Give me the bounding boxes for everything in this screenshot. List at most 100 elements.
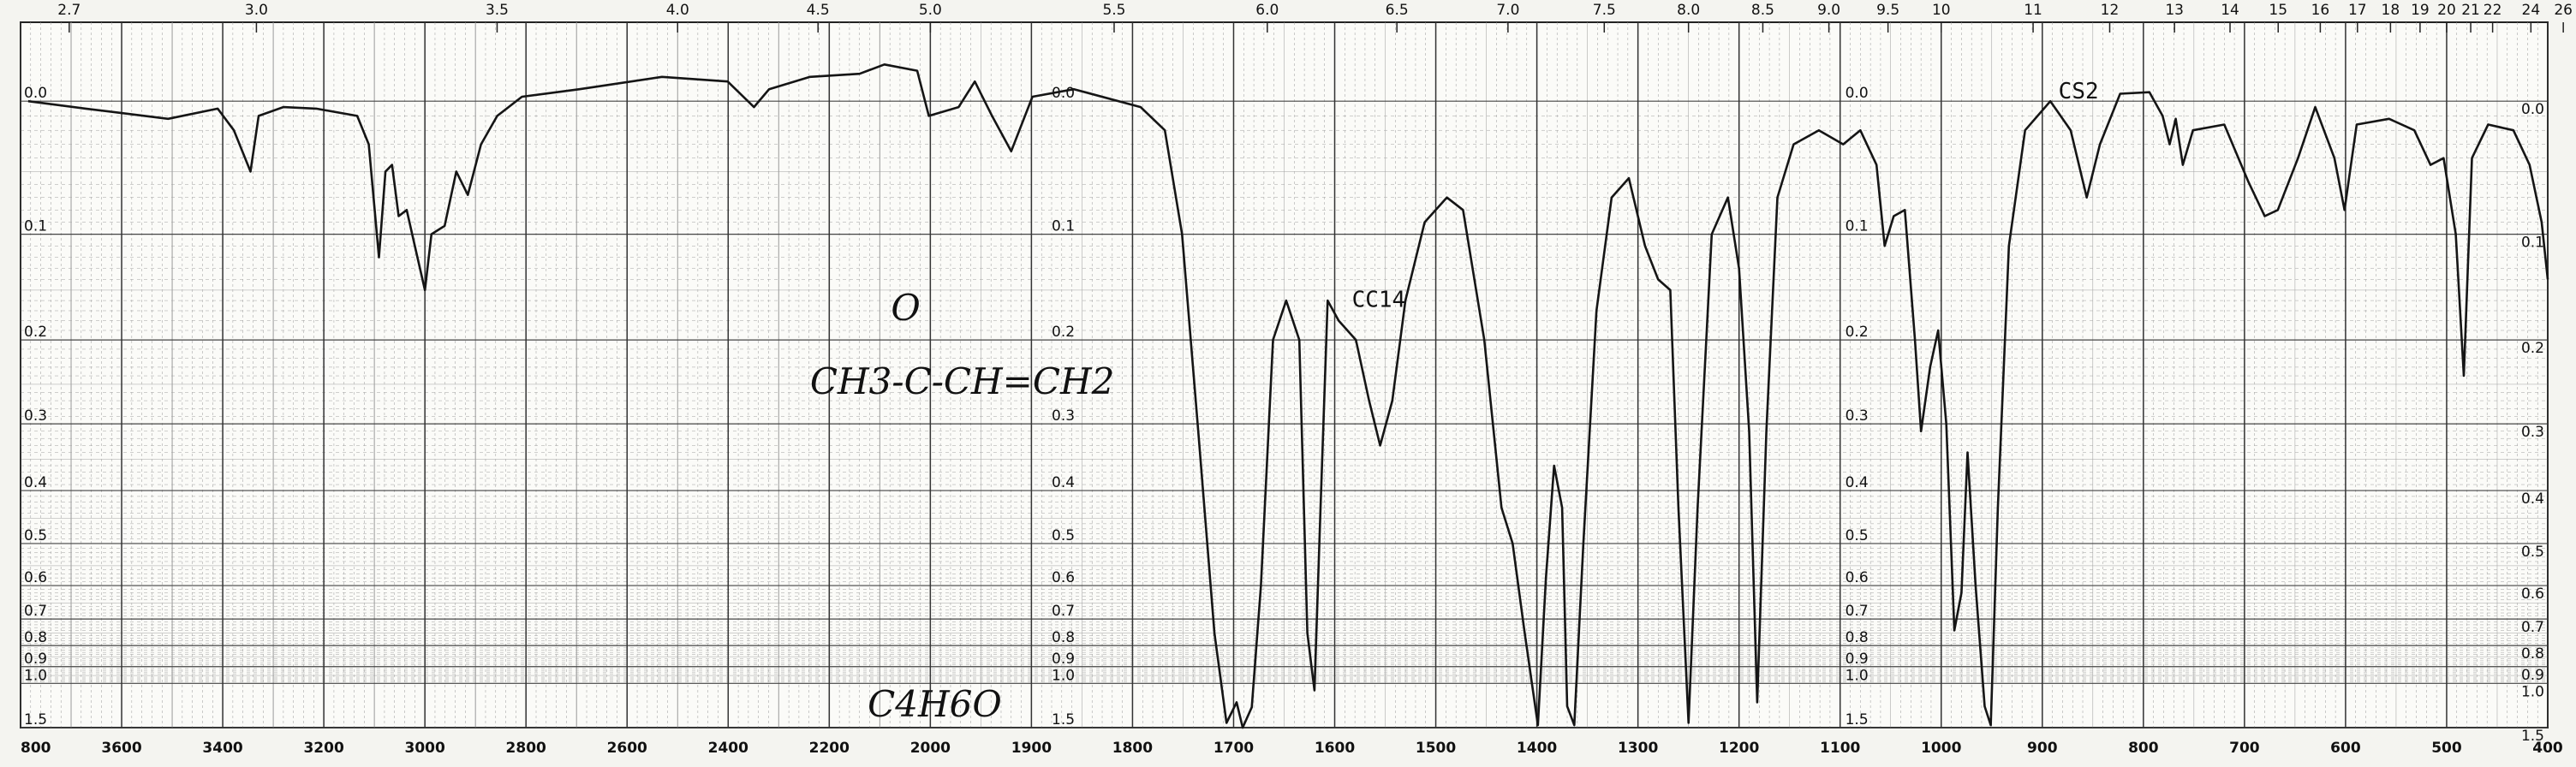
y-tick-label: 0.3: [1846, 407, 1869, 425]
x-tick-label: 600: [2330, 740, 2361, 757]
spectrum-line: [27, 63, 2549, 729]
x2-tick-label: 8.5: [1751, 2, 1774, 19]
y-tick-label: 0.8: [2521, 645, 2544, 663]
y-tick-label: 1.5: [1052, 711, 1075, 728]
x2-tick-label: 15: [2269, 2, 2287, 19]
y-tick-label: 0.8: [1846, 629, 1869, 646]
x-tick-label: 2600: [607, 740, 647, 757]
y-tick-label: 0.4: [1052, 474, 1075, 491]
y-tick-label: 0.2: [2521, 340, 2544, 357]
y-tick-label: 0.2: [1052, 324, 1075, 341]
x-tick-label: 1800: [1112, 740, 1153, 757]
y-tick-label: 0.9: [1052, 651, 1075, 668]
x-tick-label: 900: [2027, 740, 2058, 757]
x-tick-label: 1300: [1618, 740, 1658, 757]
x2-tick-label: 6.5: [1386, 2, 1409, 19]
annotation: O: [891, 287, 920, 329]
annotation: C4H6O: [868, 683, 1002, 725]
x-tick-label: 800: [21, 740, 51, 757]
y-tick-label: 0.9: [1846, 651, 1869, 668]
annotation: CS2: [2059, 79, 2099, 104]
y-tick-label: 0.3: [2521, 424, 2544, 441]
x2-tick-label: 14: [2221, 2, 2239, 19]
y-tick-label: 0.0: [2521, 101, 2544, 118]
y-tick-label: 0.4: [2521, 491, 2544, 508]
y-tick-label: 0.7: [1052, 603, 1075, 620]
y-tick-label: 0.1: [1846, 218, 1869, 235]
y-tick-label: 0.5: [1052, 527, 1075, 544]
y-tick-label: 0.2: [1846, 324, 1869, 341]
x2-tick-label: 17: [2348, 2, 2367, 19]
x2-tick-label: 9.5: [1876, 2, 1899, 19]
x-tick-label: 1600: [1315, 740, 1355, 757]
x2-tick-label: 7.0: [1496, 2, 1519, 19]
x2-tick-label: 21: [2461, 2, 2480, 19]
annotation: CH3-C-CH=CH2: [810, 360, 1114, 402]
x2-tick-label: 9.0: [1817, 2, 1840, 19]
x2-tick-label: 12: [2101, 2, 2120, 19]
x2-tick-label: 5.0: [919, 2, 942, 19]
y-tick-label: 0.1: [2521, 235, 2544, 252]
y-tick-label: 1.0: [1052, 667, 1075, 684]
y-tick-label: 0.6: [1846, 569, 1869, 586]
y-tick-label: 1.0: [1846, 667, 1869, 684]
x2-tick-label: 6.0: [1255, 2, 1279, 19]
x-tick-label: 3000: [404, 740, 444, 757]
x-tick-label: 500: [2431, 740, 2462, 757]
y-tick-label: 0.0: [1846, 85, 1869, 102]
x-tick-label: 3200: [303, 740, 343, 757]
y-tick-label: 0.4: [24, 474, 47, 491]
x2-tick-label: 3.5: [486, 2, 509, 19]
x2-tick-label: 8.0: [1677, 2, 1700, 19]
x-tick-label: 1500: [1416, 740, 1456, 757]
x-tick-label: 400: [2532, 740, 2563, 757]
x2-tick-label: 4.5: [807, 2, 830, 19]
y-tick-label: 0.8: [24, 629, 47, 646]
y-tick-label: 0.6: [2521, 586, 2544, 603]
y-tick-label: 0.3: [24, 407, 47, 425]
y-tick-label: 0.1: [24, 218, 47, 235]
x2-tick-label: 20: [2437, 2, 2456, 19]
x-tick-label: 2800: [506, 740, 546, 757]
x-tick-label: 3600: [101, 740, 141, 757]
x2-tick-label: 19: [2411, 2, 2430, 19]
x-tick-label: 1100: [1820, 740, 1860, 757]
x2-tick-label: 7.5: [1593, 2, 1616, 19]
x-tick-label: 2200: [809, 740, 850, 757]
x-tick-label: 2400: [708, 740, 748, 757]
y-tick-label: 0.5: [2521, 544, 2544, 561]
x-tick-label: 1000: [1921, 740, 1961, 757]
y-tick-label: 0.1: [1052, 218, 1075, 235]
x2-tick-label: 16: [2311, 2, 2330, 19]
y-tick-label: 0.7: [2521, 619, 2544, 636]
x2-tick-label: 18: [2382, 2, 2400, 19]
y-tick-label: 1.0: [2521, 683, 2544, 700]
x-tick-label: 1900: [1011, 740, 1052, 757]
x2-tick-label: 13: [2165, 2, 2184, 19]
y-tick-label: 0.5: [1846, 527, 1869, 544]
y-tick-label: 0.6: [24, 569, 47, 586]
y-tick-label: 0.7: [1846, 603, 1869, 620]
x-tick-label: 1200: [1719, 740, 1759, 757]
y-tick-label: 0.3: [1052, 407, 1075, 425]
x-tick-label: 2000: [910, 740, 951, 757]
x2-tick-label: 22: [2484, 2, 2502, 19]
x2-tick-label: 10: [1932, 2, 1951, 19]
y-tick-label: 1.5: [24, 711, 47, 728]
y-tick-label: 1.5: [2521, 728, 2544, 745]
x-tick-label: 3400: [202, 740, 242, 757]
x2-tick-label: 11: [2024, 2, 2042, 19]
x2-tick-label: 26: [2554, 2, 2573, 19]
y-tick-label: 0.9: [24, 651, 47, 668]
x2-tick-label: 24: [2522, 2, 2541, 19]
x2-tick-label: 4.0: [666, 2, 689, 19]
y-tick-label: 0.5: [24, 527, 47, 544]
y-tick-label: 0.4: [1846, 474, 1869, 491]
y-tick-label: 0.2: [24, 324, 47, 341]
y-tick-label: 1.0: [24, 667, 47, 684]
y-tick-label: 0.6: [1052, 569, 1075, 586]
x-tick-label: 1400: [1517, 740, 1557, 757]
x-tick-label: 800: [2128, 740, 2159, 757]
